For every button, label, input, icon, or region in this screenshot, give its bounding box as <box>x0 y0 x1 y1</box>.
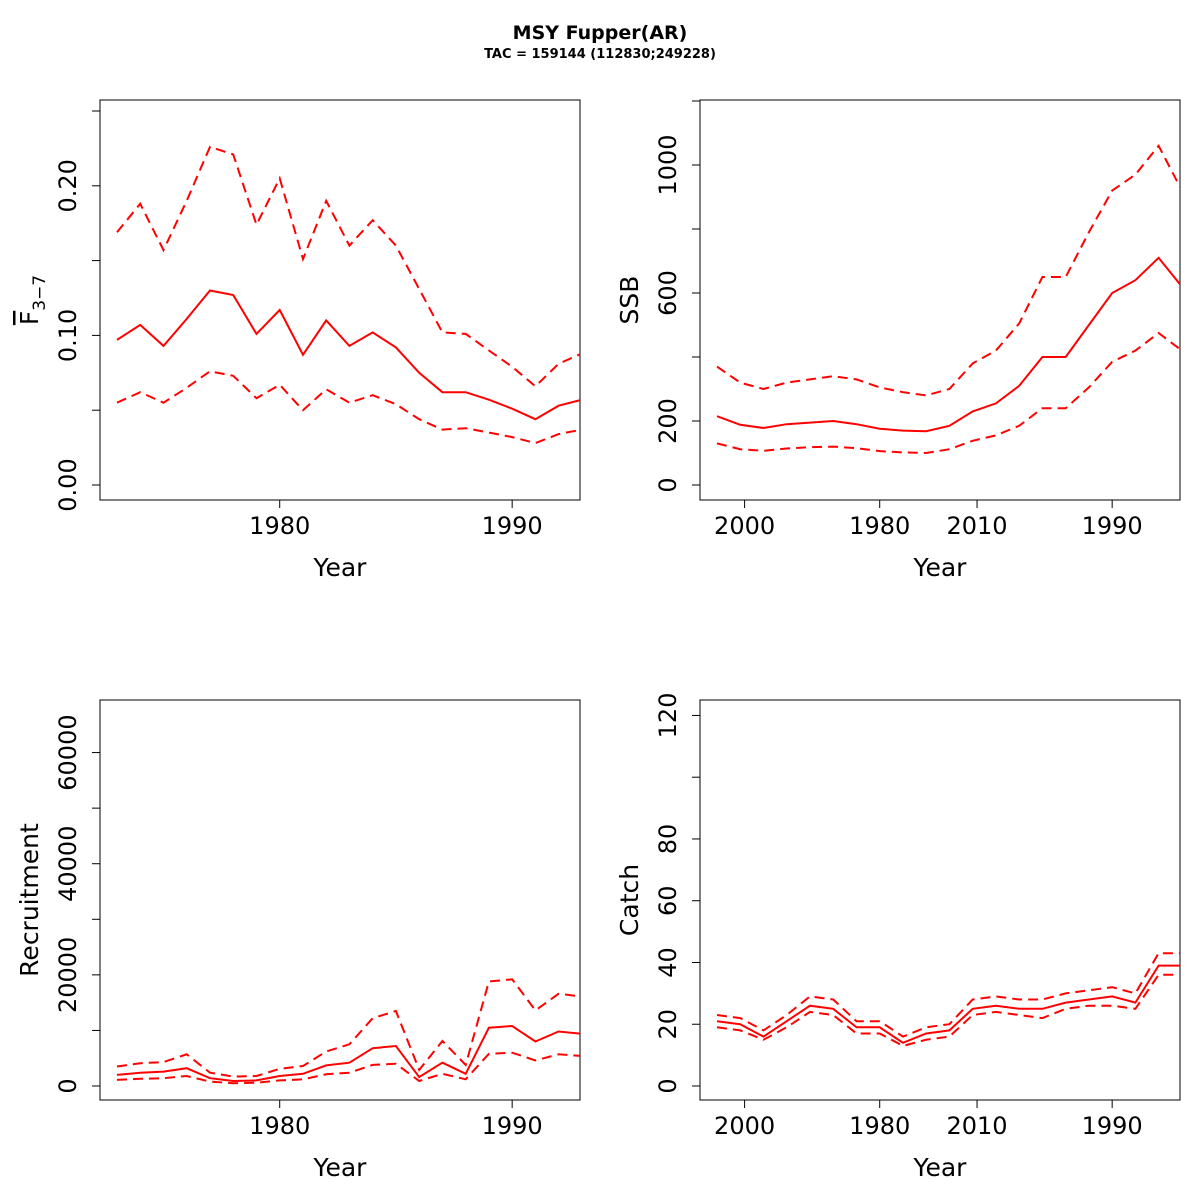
y-tick-label: 200 <box>654 398 682 444</box>
y-tick-label: 120 <box>654 693 682 739</box>
plot-frame <box>699 99 1181 501</box>
historic-estimate-line <box>716 256 1180 433</box>
y-tick-label: 0.10 <box>54 309 82 362</box>
y-tick-label: 0 <box>54 1078 82 1093</box>
panel-recruitment: 1980 1990 2000 2010 0 20000 40000 60000 Year Recr… <box>15 686 1163 1182</box>
y-tick-label: 20 <box>654 1009 682 1040</box>
figure-title: MSY Fupper(AR) <box>512 22 688 44</box>
y-tick-label: 40000 <box>54 826 82 902</box>
x-tick-label: 1980 <box>849 1112 910 1140</box>
y-axis-label: Recruitment <box>15 823 44 977</box>
historic-lower-line <box>716 331 1180 455</box>
x-tick-label: 1980 <box>249 1112 310 1140</box>
y-axis-label-main: F <box>15 311 44 325</box>
plot-frame <box>99 99 581 501</box>
forecast-lower-line <box>1093 1032 1163 1063</box>
y-tick-label: 0 <box>654 477 682 492</box>
y-tick-label: 80 <box>654 824 682 855</box>
historic-upper-line <box>116 145 580 388</box>
x-tick-label: 2000 <box>714 512 775 540</box>
historic-lower-line <box>716 973 1180 1047</box>
plot-data <box>116 686 1163 1085</box>
y-axis-label: Catch <box>615 864 644 936</box>
plot-frame <box>699 699 1181 1101</box>
historic-upper-line <box>116 978 580 1078</box>
x-tick-label: 2010 <box>947 1112 1008 1140</box>
figure-subtitle: TAC = 159144 (112830;249228) <box>484 47 716 62</box>
y-tick-label: 0.20 <box>54 159 82 212</box>
plot-data <box>116 74 1163 445</box>
x-tick-label: 2010 <box>947 512 1008 540</box>
panel-ssb: 1980 1990 2000 2010 0 200 600 1000 Year SSB <box>615 99 1181 582</box>
plot-frame <box>99 699 581 1101</box>
x-tick-label: 1990 <box>1082 512 1143 540</box>
y-tick-label: 20000 <box>54 937 82 1013</box>
y-tick-label: 1000 <box>654 134 682 195</box>
y-axis-label: F3−7 <box>15 275 50 325</box>
y-tick-label: 60 <box>654 885 682 916</box>
historic-upper-line <box>716 143 1180 397</box>
x-tick-label: 2000 <box>714 1112 775 1140</box>
y-axis-label: SSB <box>615 276 644 325</box>
x-axis-label: Year <box>313 553 368 582</box>
forecast-estimate-line <box>1093 939 1163 1042</box>
x-axis-label: Year <box>913 553 968 582</box>
plot-data <box>716 952 1180 1047</box>
x-axis-label: Year <box>913 1153 968 1182</box>
forecast-estimate-line <box>1093 211 1163 263</box>
x-tick-label: 1990 <box>482 1112 543 1140</box>
y-tick-label: 60000 <box>54 714 82 790</box>
historic-lower-line <box>116 1051 580 1085</box>
historic-upper-line <box>716 952 1180 1038</box>
x-tick-label: 1990 <box>1082 1112 1143 1140</box>
x-tick-label: 1990 <box>482 512 543 540</box>
y-axis-label-subscript: 3−7 <box>30 275 50 311</box>
plot-data <box>716 143 1180 455</box>
x-tick-label: 1980 <box>849 512 910 540</box>
historic-estimate-line <box>116 289 580 421</box>
forecast-upper-line <box>1093 74 1163 150</box>
panel-catch: 1980 1990 2000 2010 0 20 40 60 80 120 Year Catch <box>615 693 1181 1182</box>
y-tick-label: 0 <box>654 1078 682 1093</box>
y-tick-label: 600 <box>654 270 682 316</box>
forecast-upper-line <box>1093 686 1163 943</box>
historic-lower-line <box>116 370 580 445</box>
historic-estimate-line <box>116 1024 580 1083</box>
x-tick-label: 1980 <box>249 512 310 540</box>
y-tick-label: 0.00 <box>54 458 82 511</box>
historic-estimate-line <box>716 964 1180 1044</box>
x-axis-label: Year <box>313 1153 368 1182</box>
y-tick-label: 40 <box>654 947 682 978</box>
